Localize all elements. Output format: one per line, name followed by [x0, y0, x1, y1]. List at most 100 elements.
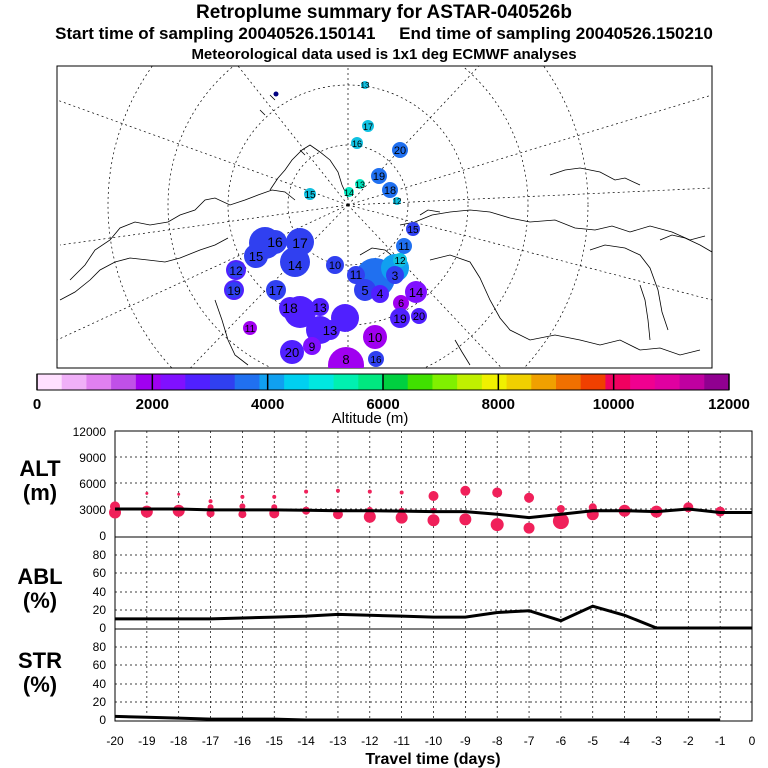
svg-text:11: 11 — [350, 268, 363, 282]
x-tick-label: -1 — [715, 734, 726, 748]
svg-text:12: 12 — [229, 264, 243, 278]
colorbar-tick-label: 10000 — [593, 396, 635, 413]
meridian — [347, 187, 712, 206]
svg-text:18: 18 — [282, 300, 298, 316]
abl-ylabel: ABL — [17, 564, 62, 589]
cluster-marker: 8 — [328, 347, 364, 368]
alt-ytick-label: 12000 — [73, 425, 107, 439]
svg-text:20: 20 — [394, 145, 406, 157]
cluster-marker: 19 — [390, 308, 410, 328]
meridian — [57, 99, 349, 206]
cluster-marker: 4 — [371, 285, 389, 303]
cluster-marker: 17 — [289, 232, 311, 254]
svg-text:19: 19 — [393, 312, 407, 326]
meridian — [347, 204, 503, 368]
alt-point — [460, 485, 471, 496]
cluster-marker: 11 — [243, 321, 257, 335]
svg-text:16: 16 — [352, 139, 362, 149]
coastline — [214, 299, 249, 366]
cluster-marker: 12 — [393, 197, 402, 206]
trajectory-clusters: 13 17 16 20 19 13 14 15 18 12 15 11 16 1… — [224, 81, 427, 368]
abl-panel: ABL (%) 80 60 40 20 0 — [17, 548, 752, 635]
colorbar-segment — [432, 374, 458, 390]
svg-text:11: 11 — [398, 241, 409, 253]
alt-point — [272, 494, 277, 499]
x-tick-label: -7 — [524, 734, 535, 748]
island — [259, 94, 306, 156]
colorbar: 0 2000 4000 6000 8000 10000 12000 Altitude (m) — [33, 373, 750, 427]
coastline — [639, 284, 651, 341]
time-series-panels: ALT (m) 12000 9000 6000 3000 0 ABL (%) 8… — [17, 425, 755, 768]
abl-ytick-label: 60 — [93, 566, 107, 580]
alt-point — [552, 513, 569, 530]
svg-text:17: 17 — [363, 122, 373, 132]
abl-ylabel-unit: (%) — [23, 588, 57, 613]
cluster-marker: 18 — [382, 182, 398, 198]
plot-title: Retroplume summary for ASTAR-040526b — [196, 2, 572, 23]
svg-text:15: 15 — [407, 225, 419, 236]
x-tick-label: -18 — [170, 734, 188, 748]
latitude-circle — [287, 144, 409, 266]
svg-text:3: 3 — [392, 269, 399, 283]
colorbar-segment — [481, 374, 508, 390]
cluster-marker: 11 — [396, 238, 412, 254]
cluster-marker: 16 — [368, 351, 384, 367]
colorbar-segment — [86, 374, 112, 390]
cluster-marker: 9 — [303, 337, 321, 355]
meridian — [57, 204, 349, 341]
colorbar-segment — [111, 374, 137, 390]
colorbar-segment — [556, 374, 582, 390]
alt-point — [399, 490, 404, 495]
colorbar-segment — [358, 374, 384, 390]
cluster-marker: 12 — [393, 253, 407, 267]
cluster-marker: 5 — [354, 279, 376, 301]
svg-text:13: 13 — [355, 180, 365, 190]
meridian — [347, 66, 480, 206]
svg-text:12: 12 — [394, 256, 406, 267]
small-marker — [273, 91, 279, 97]
cluster-marker: 13 — [311, 298, 329, 316]
coastline — [59, 237, 229, 301]
colorbar-ticks: 0 2000 4000 6000 8000 10000 12000 — [33, 374, 750, 413]
alt-point — [556, 505, 565, 513]
colorbar-segment — [185, 374, 211, 390]
x-tick-labels: -20 -19 -18 -17 -16 -15 -14 -13 -12 -11 -10 -9 -8 -7-… — [106, 734, 755, 748]
x-tick-label: -15 — [266, 734, 284, 748]
str-ytick-label: 60 — [93, 658, 107, 672]
colorbar-segment — [457, 374, 483, 390]
str-ylabel-unit: (%) — [23, 672, 57, 697]
svg-text:10: 10 — [329, 260, 341, 272]
cluster-marker: 14 — [405, 281, 427, 303]
svg-text:13: 13 — [361, 81, 370, 90]
coastline — [69, 189, 296, 281]
cluster-marker: 20 — [411, 308, 427, 324]
alt-mean-line — [115, 507, 752, 520]
cluster-marker: 10 — [363, 325, 387, 349]
x-tick-label: -9 — [460, 734, 471, 748]
abl-ytick-labels: 80 60 40 20 0 — [93, 548, 107, 635]
svg-text:4: 4 — [377, 287, 384, 301]
colorbar-segments — [37, 374, 730, 390]
coastline — [589, 244, 669, 331]
colorbar-segment — [383, 374, 409, 390]
cluster-marker: 15 — [304, 188, 316, 201]
x-tick-label: 0 — [749, 734, 756, 748]
str-ytick-label: 40 — [93, 677, 107, 691]
abl-ytick-label: 20 — [93, 603, 107, 617]
colorbar-segment — [531, 374, 557, 390]
map-frame — [56, 65, 713, 369]
alt-point — [239, 503, 246, 510]
alt-point — [492, 487, 503, 498]
colorbar-segment — [580, 374, 606, 390]
colorbar-segment — [234, 374, 260, 390]
str-line — [114, 714, 721, 722]
str-ytick-labels: 80 60 40 20 0 — [93, 640, 107, 727]
cluster-marker: 10 — [326, 256, 344, 274]
svg-text:16: 16 — [370, 355, 382, 366]
horizontal-gridlines — [115, 456, 752, 703]
x-tick-label: -16 — [234, 734, 252, 748]
x-tick-label: -10 — [425, 734, 443, 748]
alt-ylabel-unit: (m) — [23, 480, 57, 505]
cluster-marker: 13 — [361, 81, 370, 90]
coastline — [549, 167, 641, 186]
